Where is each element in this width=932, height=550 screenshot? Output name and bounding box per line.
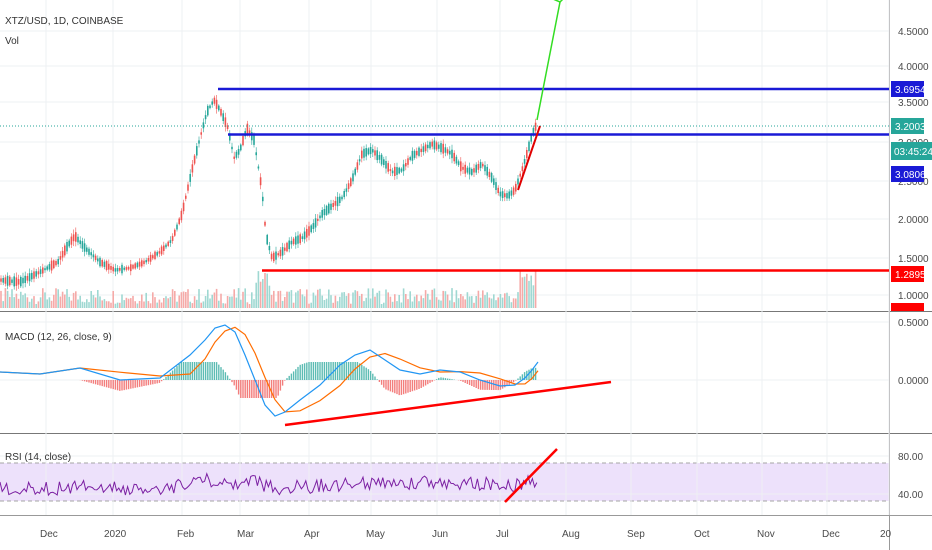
rsi-tick: 80.00	[898, 452, 923, 463]
macd-line	[0, 324, 539, 417]
price-tick: 2.5000	[898, 177, 929, 188]
price-axis[interactable]: 4.5000 4.0000 3.5000 3.0000 2.5000 2.000…	[898, 27, 929, 302]
time-label: Sep	[627, 529, 645, 540]
price-tick: 1.5000	[898, 254, 929, 265]
rsi-title[interactable]: RSI (14, close)	[5, 452, 71, 463]
time-label: Mar	[237, 529, 255, 540]
time-label: Aug	[562, 529, 580, 540]
rsi-line	[0, 472, 538, 497]
price-badge-support: 1.2895	[891, 266, 926, 282]
time-label: 20	[880, 529, 892, 540]
symbol-title[interactable]: XTZ/USD, 1D, COINBASE	[5, 16, 124, 27]
time-label: Feb	[177, 529, 195, 540]
price-badge-upper-resistance: 3.6954	[891, 81, 926, 97]
price-badge-cut	[891, 303, 924, 311]
time-label: May	[366, 529, 385, 540]
svg-text:03:45:24: 03:45:24	[894, 147, 932, 158]
macd-signal-line	[0, 326, 539, 413]
price-badge-lower-resistance: 3.0806	[891, 166, 926, 182]
price-tick: 3.5000	[898, 98, 929, 109]
macd-trendline[interactable]	[284, 380, 612, 427]
price-trendline[interactable]	[517, 125, 541, 191]
candlesticks	[0, 95, 537, 291]
svg-text:3.6954: 3.6954	[895, 85, 926, 96]
price-tick: 1.0000	[898, 291, 929, 302]
grid-lines	[0, 0, 890, 515]
time-label: Jun	[432, 529, 448, 540]
macd-tick: 0.0000	[898, 376, 929, 387]
time-label: Jul	[496, 529, 509, 540]
time-label: Dec	[822, 529, 840, 540]
time-axis[interactable]: Dec 2020 Feb Mar Apr May Jun Jul Aug Sep…	[40, 529, 892, 540]
price-tick: 2.0000	[898, 215, 929, 226]
macd-tick: 0.5000	[898, 318, 929, 329]
time-label: 2020	[104, 529, 127, 540]
rsi-tick: 40.00	[898, 490, 923, 501]
macd-title[interactable]: MACD (12, 26, close, 9)	[5, 332, 112, 343]
price-tick: 4.5000	[898, 27, 929, 38]
time-label: Nov	[757, 529, 775, 540]
price-badge-last: 3.2003	[891, 118, 926, 134]
volume-label[interactable]: Vol	[5, 36, 19, 47]
svg-text:3.2003: 3.2003	[895, 122, 926, 133]
time-label: Apr	[304, 529, 320, 540]
volume-bars	[0, 270, 537, 308]
svg-text:3.0806: 3.0806	[895, 170, 926, 181]
countdown-badge: 03:45:24	[891, 142, 932, 160]
projection-arrow[interactable]	[536, 1, 561, 121]
price-tick: 4.0000	[898, 62, 929, 73]
time-label: Dec	[40, 529, 58, 540]
time-label: Oct	[694, 529, 710, 540]
svg-text:1.2895: 1.2895	[895, 270, 926, 281]
projection-arrow-head	[553, 0, 564, 3]
rsi-trendline[interactable]	[504, 448, 558, 503]
